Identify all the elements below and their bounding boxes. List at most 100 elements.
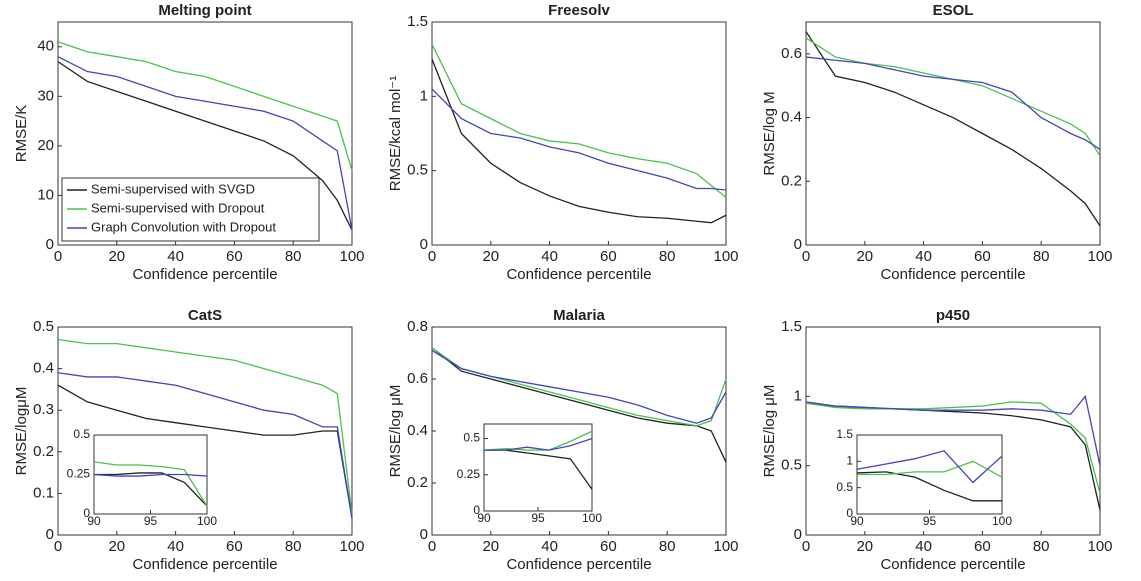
y-axis-label: RMSE/kcal mol⁻¹ [387,76,404,191]
series-line [805,394,1101,466]
x-tick-label: 0 [54,248,62,265]
legend-label: Semi-supervised with Dropout [91,200,265,215]
legend-label: Graph Convolution with Dropout [91,219,276,234]
x-tick-label: 80 [285,538,302,555]
x-tick-label: 60 [974,248,991,265]
y-tick-label: 0 [83,506,90,520]
y-tick-label: 0.6 [407,370,428,387]
y-tick-label: 0.6 [781,45,802,62]
x-tick-label: 90 [87,514,101,528]
y-axis-label: RMSE/K [13,105,30,163]
x-tick-label: 80 [659,538,676,555]
series-line [431,44,727,198]
x-tick-label: 0 [54,538,62,555]
x-tick-label: 100 [197,514,217,528]
inset-box [483,423,593,512]
x-tick-label: 90 [477,511,491,525]
y-tick-label: 0.4 [407,422,428,439]
x-tick-label: 100 [713,538,738,555]
x-tick-label: 100 [1087,248,1112,265]
x-tick-label: 20 [482,538,499,555]
y-tick-label: 0 [420,236,428,253]
x-tick-label: 80 [1033,248,1050,265]
y-tick-label: 0.8 [407,318,428,335]
x-tick-label: 60 [226,538,243,555]
x-tick-label: 0 [802,538,810,555]
x-tick-label: 0 [802,248,810,265]
y-tick-label: 0.2 [407,474,428,491]
x-tick-label: 90 [850,514,864,528]
x-tick-label: 80 [285,248,302,265]
x-tick-label: 95 [923,514,937,528]
x-tick-label: 40 [541,248,558,265]
x-tick-label: 60 [974,538,991,555]
x-tick-label: 40 [167,248,184,265]
x-tick-label: 100 [713,248,738,265]
legend-label: Semi-supervised with SVGD [91,181,255,196]
y-tick-label: 0 [794,236,802,253]
x-axis-label: Confidence percentile [506,266,651,283]
y-tick-label: 1.5 [407,13,428,30]
x-tick-label: 80 [1033,538,1050,555]
y-tick-label: 0 [794,526,802,543]
series-line [805,56,1101,150]
y-tick-label: 0.5 [836,480,853,494]
y-tick-label: 30 [37,87,54,104]
x-tick-label: 40 [915,538,932,555]
x-axis-label: Confidence percentile [132,556,277,573]
series-line [856,450,1003,484]
x-tick-label: 100 [339,538,364,555]
y-tick-label: 0.25 [457,467,481,481]
series-line [57,56,353,231]
series-line [93,461,208,507]
y-tick-label: 0.4 [781,109,802,126]
x-axis-label: Confidence percentile [880,556,1025,573]
series-line [57,338,353,515]
series-line [431,58,727,224]
x-tick-label: 100 [992,514,1012,528]
y-tick-label: 0.2 [33,443,54,460]
y-axis-label: RMSE/log μM [387,385,404,478]
chart-title: Malaria [553,307,605,324]
series-line [857,460,1003,478]
x-tick-label: 20 [482,248,499,265]
y-tick-label: 0 [46,236,54,253]
series-line [431,347,727,463]
x-tick-label: 40 [541,538,558,555]
y-tick-label: 0.5 [781,457,802,474]
y-tick-label: 10 [37,186,54,203]
y-tick-label: 0.4 [33,360,54,377]
y-tick-label: 1.5 [781,318,802,335]
series-line [431,349,727,424]
x-tick-label: 95 [531,511,545,525]
y-tick-label: 0.3 [33,401,54,418]
y-tick-label: 1 [420,87,428,104]
x-tick-label: 60 [600,248,617,265]
y-tick-label: 0 [846,506,853,520]
chart-title: Freesolv [548,2,610,19]
y-tick-label: 1 [794,387,802,404]
series-line [57,372,353,519]
y-tick-label: 1.5 [836,427,853,441]
x-tick-label: 60 [600,538,617,555]
y-tick-label: 0.25 [67,467,91,481]
y-axis-label: RMSE/log M [761,91,778,175]
y-tick-label: 1 [846,454,853,468]
x-tick-label: 40 [915,248,932,265]
series-line [94,472,208,507]
y-tick-label: 0 [473,503,480,517]
x-tick-label: 20 [856,538,873,555]
y-tick-label: 40 [37,38,54,55]
x-axis-label: Confidence percentile [506,556,651,573]
series-line [484,437,593,451]
x-tick-label: 20 [108,538,125,555]
y-axis-label: RMSE/logμM [13,387,30,476]
series-line [856,471,1002,502]
chart-title: ESOL [933,2,974,19]
x-tick-label: 100 [339,248,364,265]
y-tick-label: 0.5 [407,162,428,179]
series-line [431,88,727,191]
y-tick-label: 0.1 [33,484,54,501]
x-axis-label: Confidence percentile [132,266,277,283]
